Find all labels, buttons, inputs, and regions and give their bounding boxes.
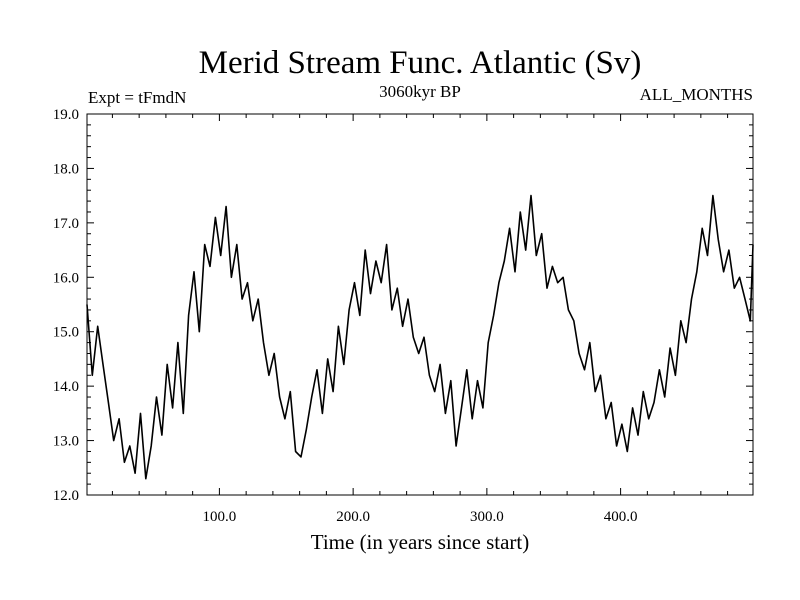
x-axis: 100.0 200.0 300.0 400.0 bbox=[111, 114, 729, 525]
series-group bbox=[86, 194, 754, 480]
y-tick-label: 12.0 bbox=[53, 488, 79, 504]
months-label: ALL_MONTHS bbox=[640, 85, 753, 104]
x-tick-label: 300.0 bbox=[470, 509, 504, 525]
x-tick-label: 400.0 bbox=[604, 509, 638, 525]
y-tick-label: 14.0 bbox=[53, 379, 79, 395]
y-tick-label: 17.0 bbox=[53, 216, 79, 232]
y-tick-label: 19.0 bbox=[53, 107, 79, 123]
y-tick-label: 18.0 bbox=[53, 161, 79, 177]
chart-subtitle: 3060kyr BP bbox=[379, 82, 461, 101]
y-tick-label: 15.0 bbox=[53, 325, 79, 341]
x-tick-label: 100.0 bbox=[203, 509, 237, 525]
y-tick-label: 16.0 bbox=[53, 270, 79, 286]
y-tick-label: 13.0 bbox=[53, 434, 79, 450]
x-tick-label: 200.0 bbox=[336, 509, 370, 525]
series-line bbox=[86, 194, 754, 480]
chart-title: Merid Stream Func. Atlantic (Sv) bbox=[199, 45, 642, 81]
experiment-label: Expt = tFmdN bbox=[88, 88, 186, 107]
y-axis: 12.0 13.0 14.0 15.0 16.0 17.0 18.0 19.0 bbox=[53, 107, 753, 504]
x-axis-label: Time (in years since start) bbox=[311, 530, 530, 554]
plot-frame bbox=[86, 113, 754, 496]
